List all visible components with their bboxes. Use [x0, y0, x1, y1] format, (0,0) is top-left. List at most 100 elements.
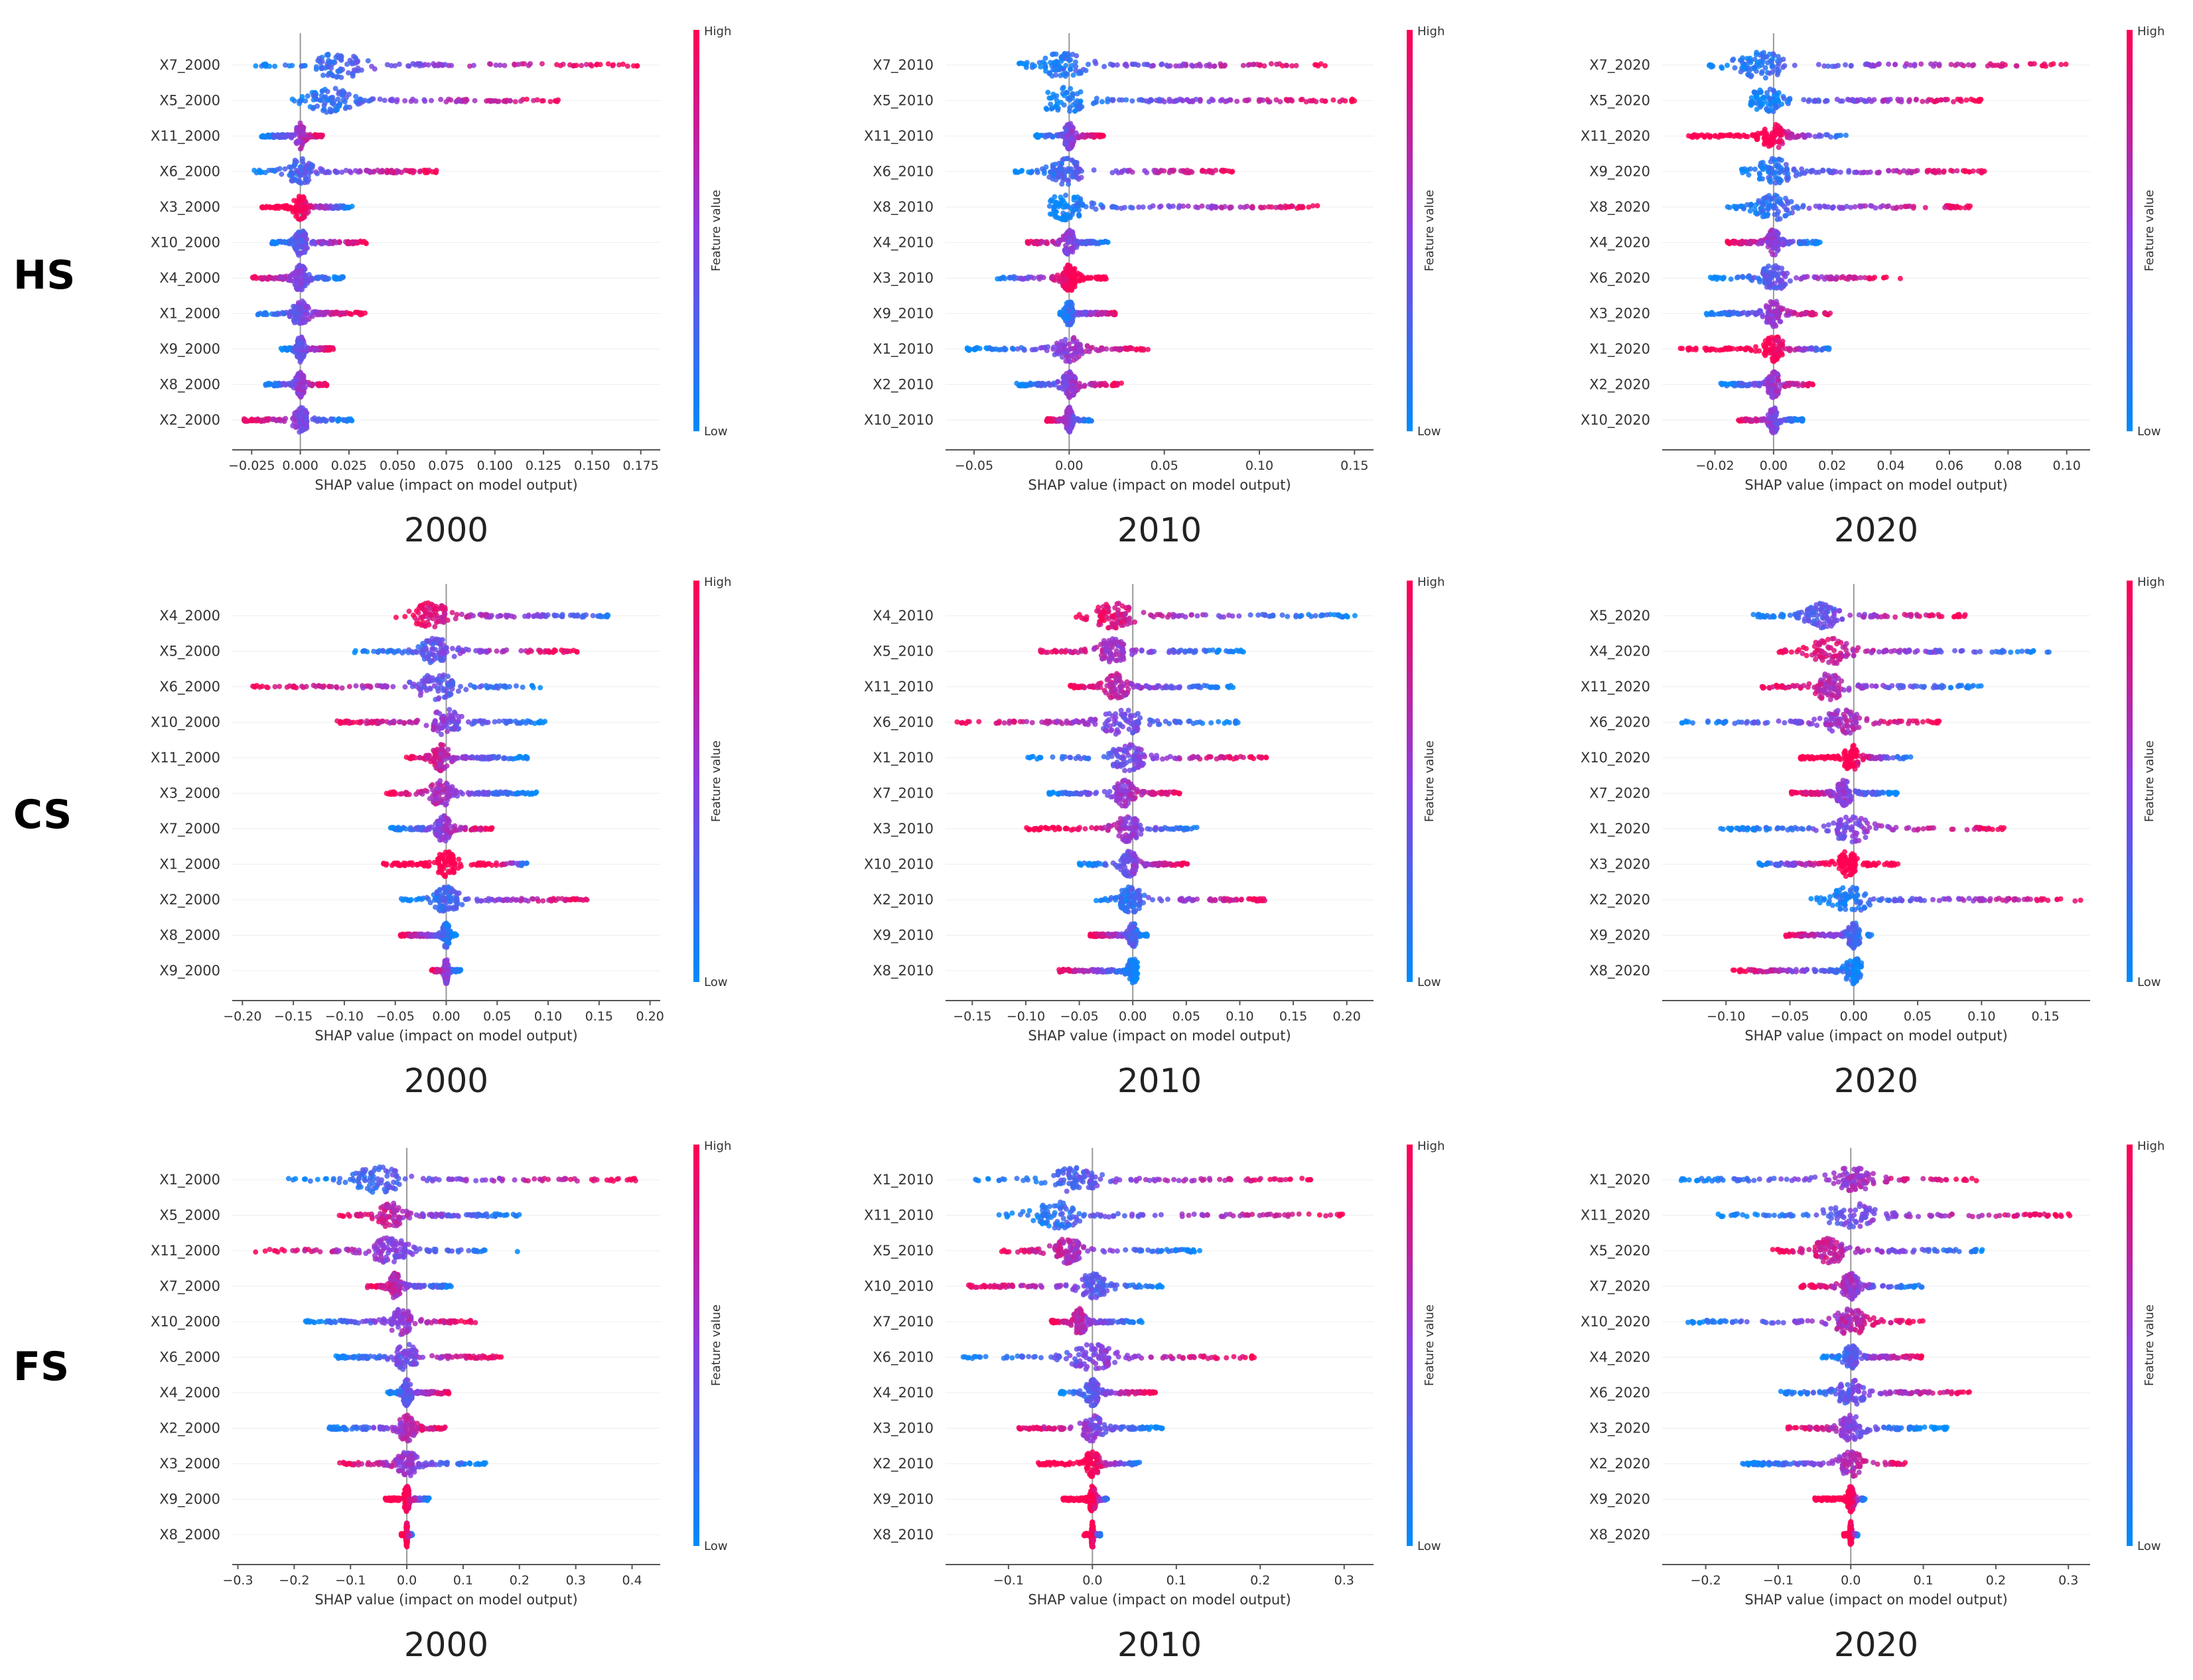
feature-label: X8_2010	[873, 199, 934, 216]
shap-point	[1285, 204, 1291, 210]
shap-point	[1102, 238, 1108, 244]
shap-point	[1063, 192, 1069, 198]
shap-point	[1924, 168, 1930, 174]
shap-point	[1689, 134, 1695, 140]
shap-point	[1227, 205, 1233, 211]
shap-point	[313, 169, 319, 175]
shap-point	[325, 309, 331, 315]
feature-row-x6_2000: X6_2000	[159, 156, 439, 186]
shap-point	[1767, 283, 1773, 289]
feature-label: X1_2020	[1589, 341, 1650, 358]
shap-point	[253, 63, 259, 69]
shap-point	[1049, 105, 1055, 111]
shap-point	[263, 312, 268, 317]
shap-point	[1831, 168, 1837, 174]
shap-point	[355, 65, 361, 71]
shap-point	[1752, 167, 1758, 172]
shap-point	[1180, 61, 1186, 67]
shap-point	[1872, 63, 1878, 69]
shap-point	[443, 99, 449, 105]
shap-point	[1758, 206, 1764, 212]
shap-point	[1074, 200, 1080, 206]
shap-point	[301, 204, 307, 210]
shap-point	[1007, 275, 1013, 281]
shap-point	[345, 204, 351, 210]
shap-point	[1949, 204, 1955, 210]
shap-point	[1897, 275, 1903, 281]
shap-point	[1054, 379, 1060, 385]
feature-label: X10_2000	[151, 235, 220, 251]
shap-point	[325, 204, 331, 210]
shap-point	[336, 68, 342, 74]
shap-point	[2063, 61, 2069, 67]
shap-point	[1219, 205, 1225, 211]
shap-point	[579, 62, 585, 68]
shap-point	[1764, 105, 1770, 111]
shap-point	[1065, 177, 1070, 183]
shap-point	[291, 278, 297, 284]
shap-point	[1727, 133, 1733, 139]
shap-point	[1123, 61, 1129, 67]
shap-point	[1050, 239, 1056, 245]
shap-point	[295, 250, 301, 256]
x-tick-label: −0.025	[228, 458, 275, 473]
shap-point	[328, 416, 334, 422]
feature-label: X3_2000	[159, 199, 220, 216]
shap-point	[391, 169, 396, 175]
shap-point	[306, 316, 312, 322]
shap-point	[1094, 100, 1099, 105]
shap-point	[1064, 56, 1070, 62]
shap-point	[1109, 204, 1115, 210]
shap-point	[336, 102, 342, 107]
shap-point	[352, 309, 358, 315]
shap-point	[326, 170, 332, 175]
shap-point	[1249, 204, 1255, 210]
shap-point	[1771, 322, 1777, 328]
shap-point	[1074, 104, 1080, 110]
shap-point	[463, 96, 469, 102]
shap-point	[259, 63, 265, 69]
shap-point	[1811, 274, 1817, 280]
shap-point	[1230, 169, 1236, 175]
shap-point	[1735, 133, 1741, 139]
shap-point	[1897, 169, 1903, 175]
shap-point	[1159, 62, 1165, 68]
shap-point	[1240, 62, 1246, 68]
shap-point	[1074, 350, 1080, 356]
feature-label: X5_2010	[873, 93, 934, 109]
feature-label: X6_2020	[1589, 270, 1650, 287]
shap-point	[1040, 239, 1046, 245]
shap-point	[1076, 207, 1082, 213]
shap-point	[439, 62, 445, 68]
shap-point	[334, 169, 339, 175]
shap-point	[1829, 64, 1835, 69]
shap-point	[1734, 346, 1740, 352]
shap-point	[1105, 96, 1111, 102]
shap-point	[2013, 63, 2019, 69]
shap-point	[1284, 62, 1290, 68]
shap-point	[1881, 275, 1886, 281]
feature-label: X11_2010	[864, 128, 934, 145]
shap-point	[285, 132, 291, 138]
shap-point	[1306, 204, 1312, 210]
shap-point	[1066, 204, 1072, 210]
shap-point	[1198, 63, 1204, 69]
shap-point	[310, 313, 316, 319]
shap-point	[1834, 96, 1840, 102]
shap-point	[1256, 98, 1262, 104]
shap-point	[249, 275, 255, 281]
shap-point	[1079, 311, 1085, 316]
shap-point	[1257, 62, 1263, 68]
shap-point	[1913, 97, 1919, 103]
shap-point	[1119, 169, 1125, 175]
shap-point	[1818, 133, 1824, 139]
shap-point	[309, 277, 315, 283]
shap-point	[1721, 275, 1727, 281]
shap-point	[305, 93, 311, 99]
shap-point	[1018, 382, 1024, 387]
shap-point	[299, 141, 305, 147]
shap-point	[1076, 176, 1082, 182]
shap-point	[1274, 61, 1279, 67]
shap-point	[1800, 170, 1805, 176]
shap-point	[1218, 98, 1224, 104]
